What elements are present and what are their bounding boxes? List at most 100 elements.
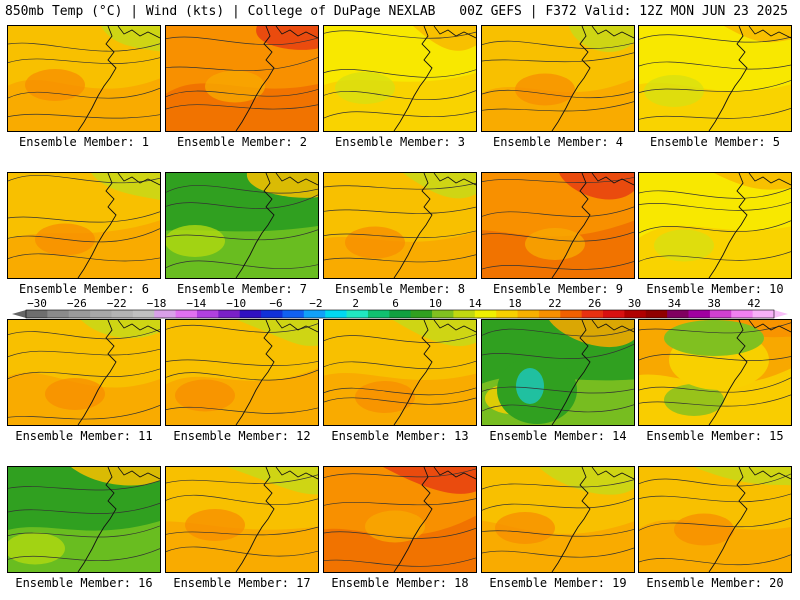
ensemble-map-panel [638,172,792,279]
colorbar-swatch [218,310,241,318]
colorbar-swatch [453,310,476,318]
colorbar-swatch [325,310,348,318]
colorbar-tick-label: 30 [628,297,641,310]
ensemble-member-label: Ensemble Member: 7 [176,282,308,296]
colorbar-swatch [432,310,454,318]
colorbar-swatch [196,310,219,318]
ensemble-map-panel [7,25,161,132]
colorbar-swatch [154,310,177,318]
ensemble-member-label: Ensemble Member: 11 [15,429,153,443]
ensemble-member-label: Ensemble Member: 2 [176,135,308,149]
temperature-map [639,173,791,278]
ensemble-member-label: Ensemble Member: 13 [331,429,469,443]
ensemble-member-label: Ensemble Member: 8 [334,282,466,296]
colorbar-tick-label: −18 [147,297,167,310]
colorbar-tick-label: 10 [429,297,442,310]
ensemble-map-panel [481,172,635,279]
ensemble-member-label: Ensemble Member: 15 [646,429,784,443]
ensemble-member-label: Ensemble Member: 4 [492,135,624,149]
ensemble-member-label: Ensemble Member: 20 [646,576,784,590]
colorbar-swatch [282,310,305,318]
colorbar-swatch [752,310,775,318]
temperature-map [639,467,791,572]
colorbar-min-arrow [12,310,26,318]
colorbar-tick-label: −14 [186,297,206,310]
temperature-map [482,467,634,572]
temperature-map [8,467,160,572]
colorbar-swatch [474,310,497,318]
colorbar-swatch [624,310,647,318]
temperature-map [324,26,476,131]
colorbar-tick-label: 22 [548,297,561,310]
ensemble-map-panel [323,466,477,573]
colorbar-swatch [731,310,754,318]
ensemble-map-panel [165,172,319,279]
temperature-map [8,320,160,425]
colorbar-tick-label: −6 [269,297,282,310]
ensemble-map-panel [165,466,319,573]
ensemble-map-panel [323,172,477,279]
temperature-map [324,173,476,278]
temperature-map [166,173,318,278]
colorbar-tick-label: −26 [67,297,87,310]
colorbar-max-arrow [774,310,788,318]
ensemble-map-panel [481,466,635,573]
temperature-colorbar: −30 −26 −22 −18 −14 −10 −6 −2 2 6 10 14 18 22 26 30 34 38… [12,297,788,319]
temperature-map [8,26,160,131]
colorbar-swatch [111,310,134,318]
colorbar-swatch [367,310,390,318]
header: 850mb Temp (°C) | Wind (kts) | College o… [0,0,800,22]
colorbar-tick-label: 26 [588,297,601,310]
ensemble-member-label: Ensemble Member: 3 [334,135,466,149]
ensemble-member-label: Ensemble Member: 1 [18,135,150,149]
colorbar-swatch [667,310,690,318]
temperature-map [324,467,476,572]
temperature-map [8,173,160,278]
temperature-map [639,320,791,425]
colorbar-swatch [645,310,668,318]
temperature-map [482,173,634,278]
ensemble-member-label: Ensemble Member: 19 [489,576,627,590]
ensemble-member-label: Ensemble Member: 16 [15,576,153,590]
colorbar-swatch [261,310,283,318]
colorbar-tick-label: −2 [309,297,322,310]
ensemble-member-label: Ensemble Member: 9 [492,282,624,296]
ensemble-member-label: Ensemble Member: 5 [649,135,781,149]
ensemble-member-label: Ensemble Member: 18 [331,576,469,590]
colorbar-swatch [175,310,198,318]
temperature-map [166,320,318,425]
colorbar-tick-label: 2 [352,297,359,310]
colorbar-outline [25,309,775,319]
colorbar-tick-label: 18 [508,297,521,310]
temperature-map [482,26,634,131]
ensemble-map-panel [481,25,635,132]
colorbar-swatch [132,310,155,318]
colorbar-swatch [538,310,561,318]
temperature-map [639,26,791,131]
ensemble-map-panel [7,466,161,573]
colorbar-tick-label: 6 [392,297,399,310]
colorbar-swatch [68,310,91,318]
colorbar-swatch [709,310,732,318]
colorbar-swatch [47,310,70,318]
ensemble-map-panel [638,25,792,132]
ensemble-map-panel [638,466,792,573]
colorbar-swatch [496,310,519,318]
colorbar-swatch [303,310,326,318]
colorbar-tick-label: 14 [469,297,483,310]
colorbar-tick-label: −30 [27,297,47,310]
colorbar-swatch [560,310,583,318]
colorbar-tick-label: 42 [747,297,760,310]
colorbar-swatch [581,310,604,318]
chart-title: 850mb Temp (°C) | Wind (kts) | College o… [5,4,436,19]
colorbar-tick-label: 34 [668,297,682,310]
colorbar-swatch [389,310,412,318]
temperature-map [482,320,634,425]
ensemble-map-panel [7,319,161,426]
colorbar-swatch [346,310,369,318]
colorbar-tick-label: −10 [226,297,246,310]
ensemble-member-label: Ensemble Member: 6 [18,282,150,296]
ensemble-map-panel [165,319,319,426]
colorbar-tick-label: −22 [107,297,127,310]
